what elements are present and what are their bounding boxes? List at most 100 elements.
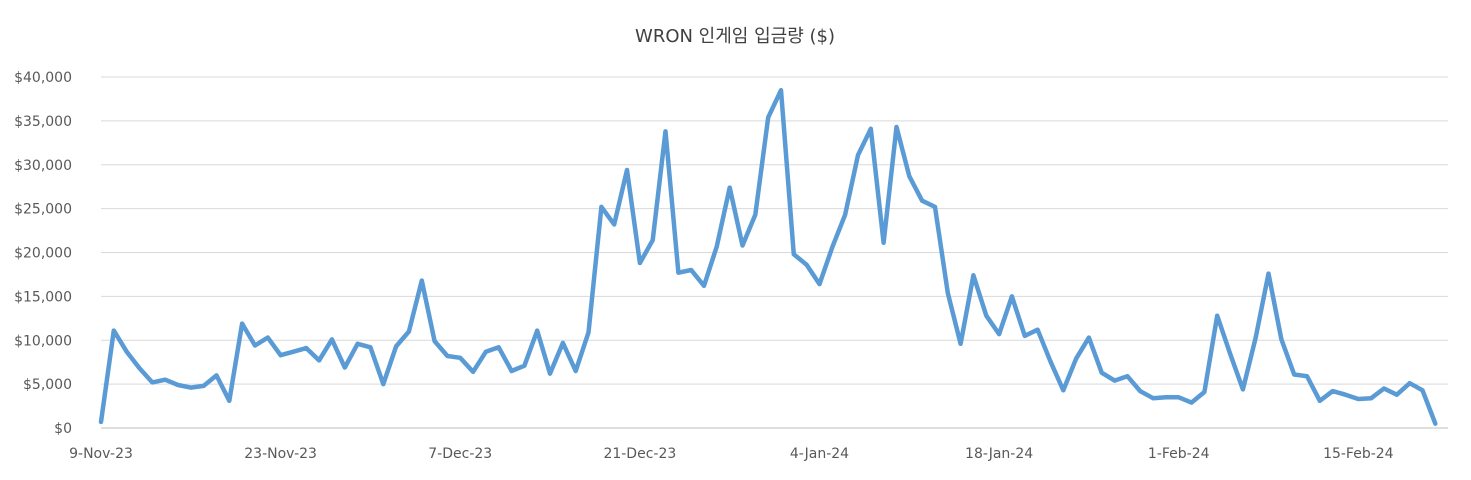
- data-point: [1061, 388, 1066, 393]
- data-point: [355, 341, 360, 346]
- data-point: [1125, 374, 1130, 379]
- y-tick-label: $15,000: [14, 289, 72, 305]
- data-point: [779, 88, 783, 93]
- data-point: [727, 185, 732, 190]
- data-point: [317, 358, 322, 363]
- data-point: [342, 365, 347, 370]
- data-point: [1240, 387, 1245, 392]
- data-point: [1279, 337, 1284, 342]
- data-point: [1433, 421, 1438, 426]
- data-point: [176, 383, 180, 387]
- data-point: [1356, 397, 1361, 401]
- data-point: [1330, 389, 1335, 394]
- x-tick-label: 18-Jan-24: [965, 446, 1033, 462]
- data-point: [714, 244, 719, 249]
- data-point: [471, 369, 476, 374]
- data-point: [368, 345, 373, 350]
- data-point: [406, 329, 411, 334]
- data-point: [945, 290, 950, 295]
- y-tick-label: $5,000: [23, 377, 72, 393]
- data-point: [227, 398, 232, 403]
- y-tick-label: $10,000: [14, 333, 72, 349]
- x-tick-label: 7-Dec-23: [428, 446, 492, 462]
- data-point: [445, 354, 450, 358]
- y-tick-label: $30,000: [14, 158, 72, 174]
- x-tick-label: 15-Feb-24: [1323, 446, 1394, 462]
- data-point: [1215, 313, 1220, 318]
- data-point: [329, 337, 334, 342]
- data-point: [291, 349, 296, 354]
- data-point: [856, 153, 860, 158]
- data-point: [637, 261, 642, 265]
- data-point: [663, 129, 668, 134]
- data-point: [1394, 392, 1399, 397]
- data-point: [1009, 294, 1014, 299]
- gridlines: [101, 76, 1448, 429]
- data-point: [560, 340, 565, 345]
- data-point: [419, 278, 424, 283]
- data-point: [958, 341, 963, 346]
- data-point: [240, 321, 245, 326]
- y-axis-tick-labels: $0 $5,000 $10,000 $15,000 $20,000 $25,000 $30,…: [14, 70, 72, 437]
- x-tick-label: 23-Nov-23: [244, 446, 317, 462]
- data-point: [458, 355, 463, 360]
- data-point: [188, 385, 193, 390]
- data-point: [1382, 386, 1386, 391]
- data-point: [676, 270, 681, 275]
- data-point: [1253, 335, 1258, 340]
- data-point: [766, 115, 771, 120]
- data-point: [907, 174, 912, 179]
- data-point: [253, 343, 257, 348]
- data-point: [1099, 370, 1104, 375]
- data-point: [1163, 395, 1168, 400]
- data-point: [1317, 398, 1322, 403]
- data-point: [1369, 396, 1374, 401]
- data-point: [1292, 372, 1297, 377]
- data-point: [1343, 392, 1348, 397]
- data-point: [573, 369, 578, 373]
- data-point: [124, 349, 129, 354]
- data-point: [381, 382, 386, 387]
- data-point: [804, 262, 809, 267]
- y-tick-label: $0: [54, 421, 72, 437]
- data-point: [868, 126, 873, 131]
- data-point: [496, 345, 501, 350]
- x-axis-tick-labels: 9-Nov-23 23-Nov-23 7-Dec-23 21-Dec-23 4-Jan-…: [69, 446, 1394, 462]
- data-point: [522, 363, 527, 368]
- data-point: [1086, 335, 1091, 340]
- y-tick-label: $35,000: [14, 114, 72, 130]
- data-point: [1151, 396, 1156, 401]
- series-line: [98, 87, 1438, 426]
- data-point: [483, 349, 488, 354]
- data-point: [650, 238, 655, 243]
- chart-title: WRON 인게임 입금량 ($): [635, 26, 835, 47]
- data-point: [894, 125, 899, 129]
- data-point: [1048, 359, 1053, 364]
- data-point: [278, 353, 283, 358]
- data-point: [1035, 327, 1040, 332]
- series-layer: [98, 87, 1438, 426]
- data-point: [599, 204, 604, 209]
- data-point: [843, 212, 848, 217]
- data-point: [689, 268, 694, 272]
- data-point: [1138, 389, 1143, 394]
- data-point: [920, 198, 925, 203]
- x-tick-label: 21-Dec-23: [603, 446, 676, 462]
- data-point: [933, 204, 937, 209]
- data-point: [1022, 333, 1027, 338]
- data-point: [201, 383, 206, 388]
- data-point: [753, 212, 758, 217]
- data-point: [830, 245, 835, 250]
- data-point: [881, 240, 886, 245]
- data-point: [1112, 378, 1117, 383]
- data-point: [1074, 356, 1079, 361]
- data-point: [432, 339, 437, 344]
- data-point: [740, 243, 745, 248]
- data-point: [817, 282, 822, 287]
- data-point: [548, 371, 552, 376]
- data-point: [304, 346, 309, 351]
- data-point: [214, 373, 219, 378]
- data-point: [625, 168, 629, 172]
